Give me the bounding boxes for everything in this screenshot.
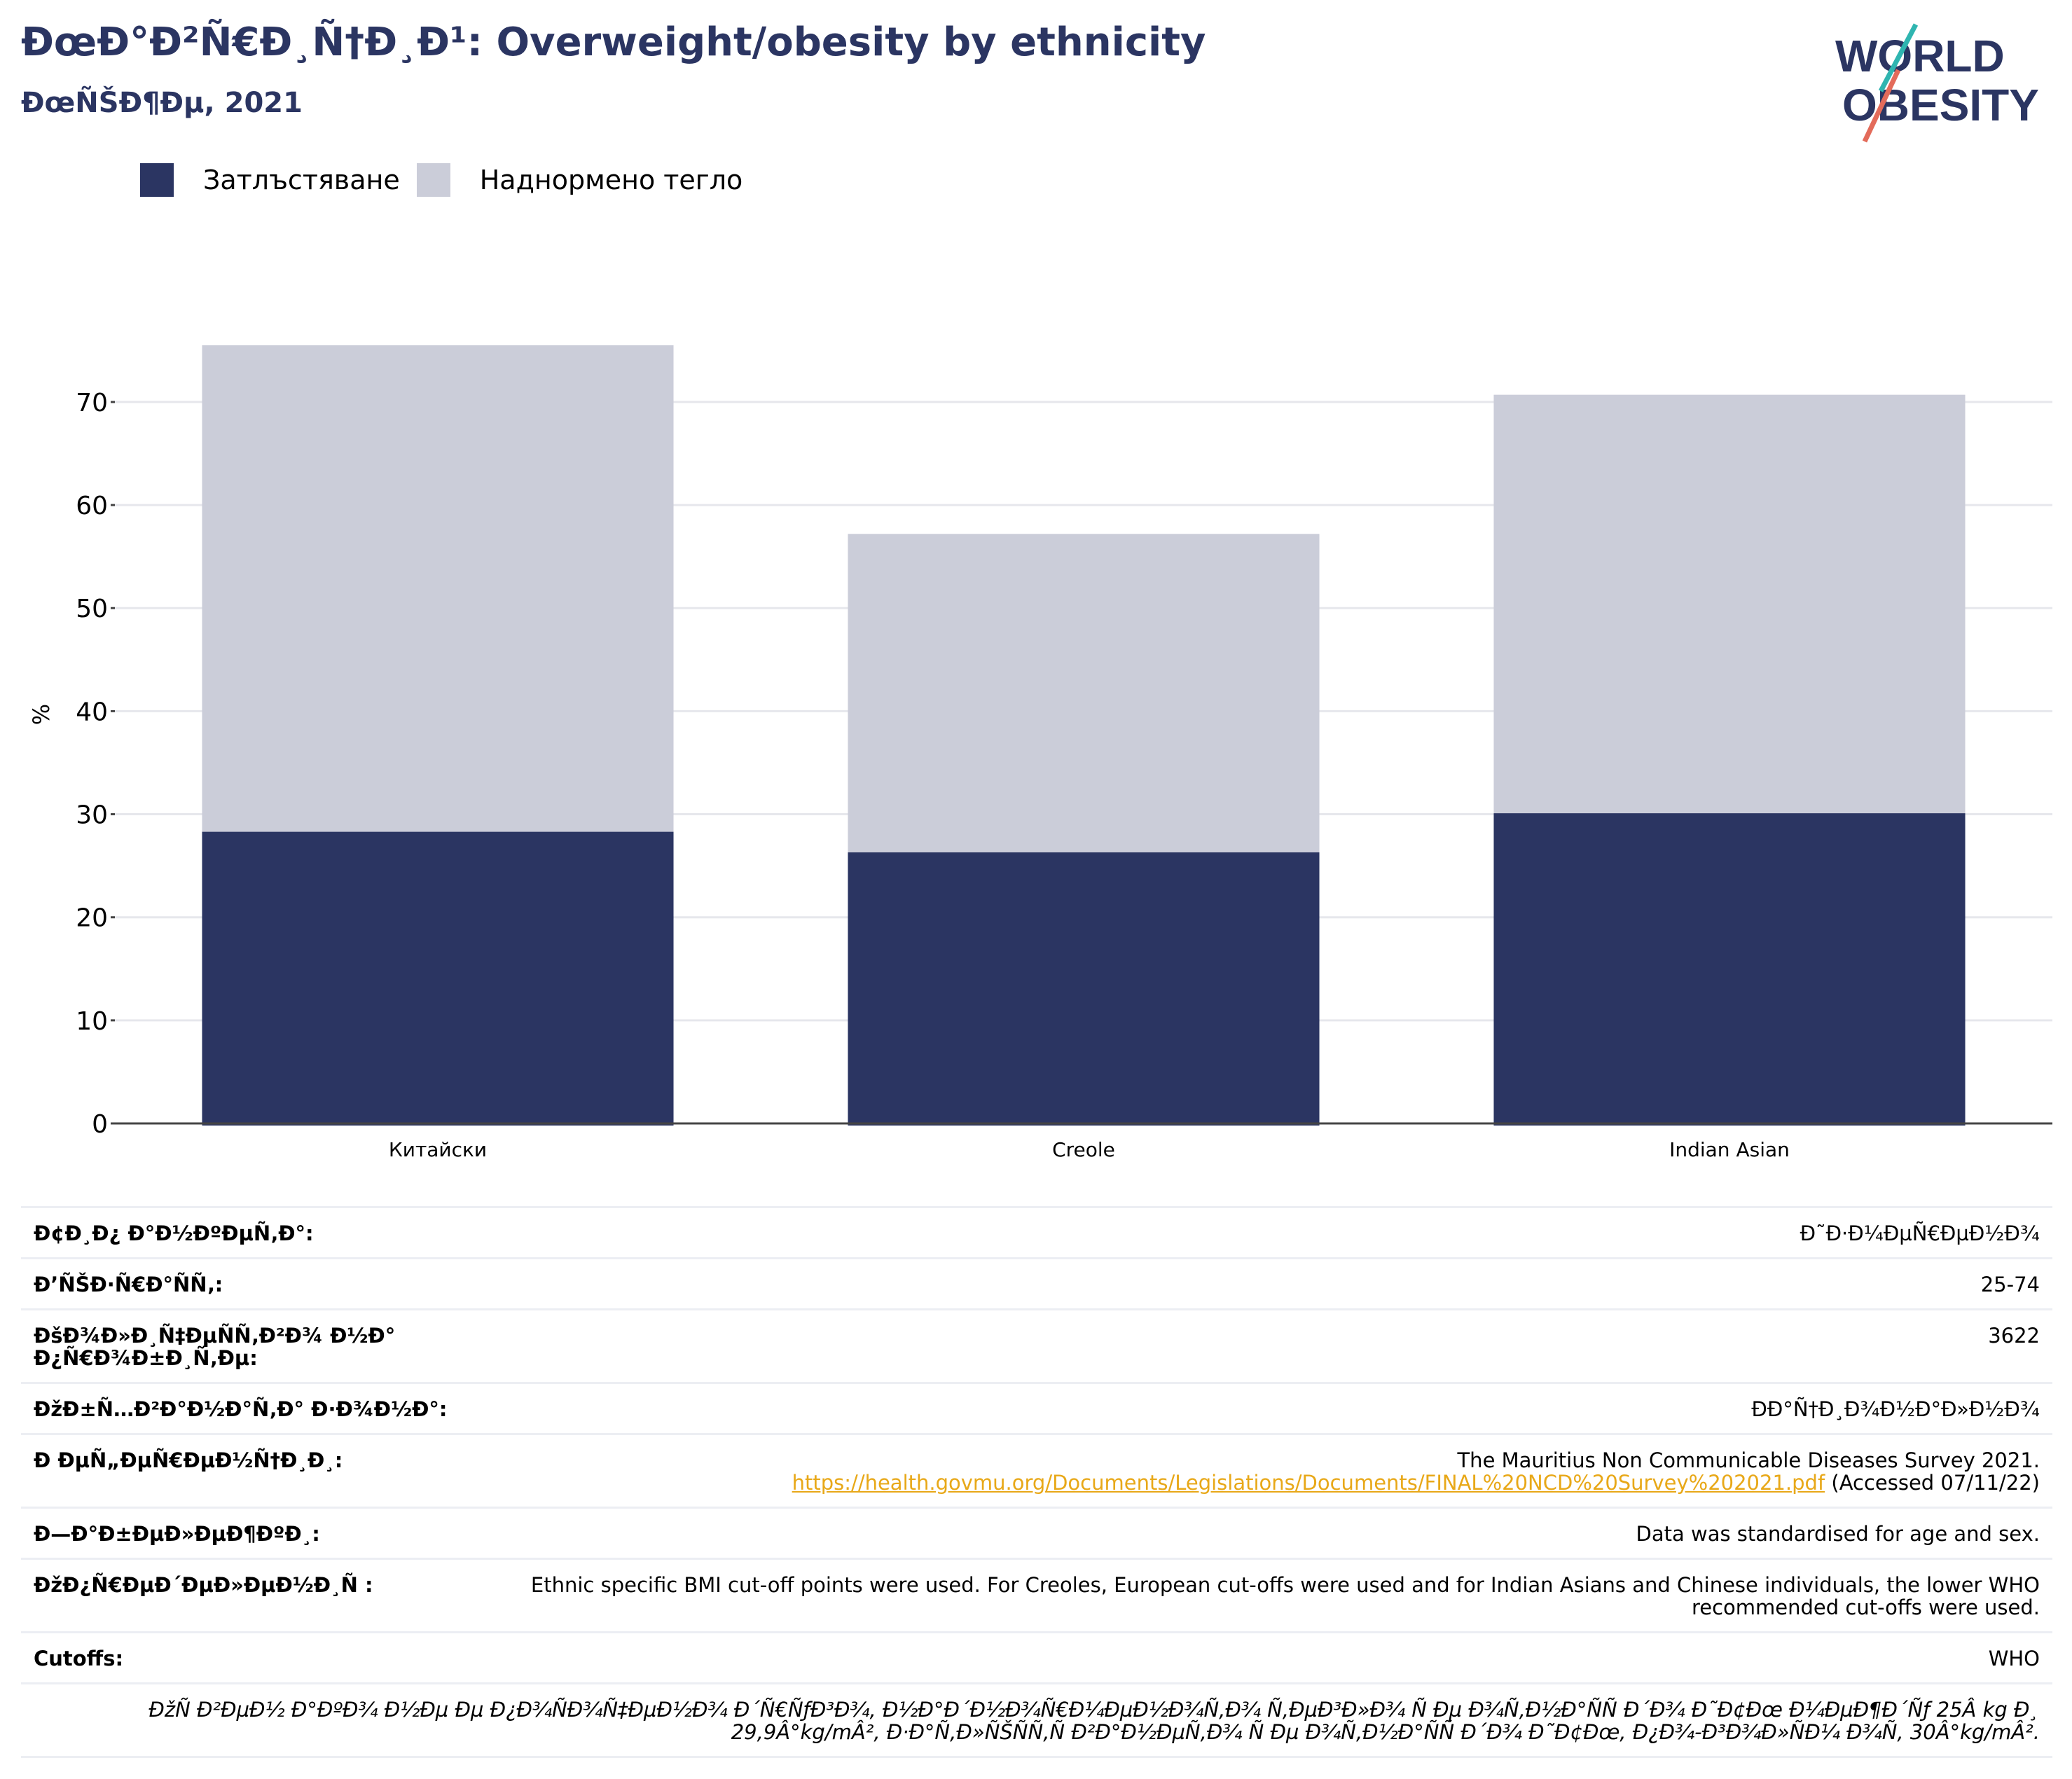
meta-footnote: ÐžÑ Ð²ÐµÐ½ Ð°ÐºÐ¾ Ð½Ðµ Ðµ Ð¿Ð¾ÑÐ¾Ñ‡ÐµÐ½Ð… [21,1684,2052,1758]
meta-key: Ð—Ð°Ð±ÐµÐ»ÐµÐ¶ÐºÐ¸: [34,1522,320,1546]
y-tick-label: 40 [76,698,108,726]
meta-key: Ð¢Ð¸Ð¿ Ð°Ð½ÐºÐµÑ‚Ð°: [34,1221,314,1245]
meta-row: ÐšÐ¾Ð»Ð¸Ñ‡ÐµÑÑ‚Ð²Ð¾ Ð½Ð° Ð¿Ñ€Ð¾Ð±Ð¸Ñ‚Ðµ:… [21,1310,2052,1384]
meta-key: Ð’ÑŠÐ·Ñ€Ð°ÑÑ‚: [34,1273,223,1296]
legend-item-overweight: Наднормено тегло [416,163,743,197]
chart-title: ÐœÐ°Ð²Ñ€Ð¸Ñ†Ð¸Ð¹: Overweight/obesity by … [21,20,1206,65]
x-category-label: Китайски [389,1138,487,1161]
legend-swatch-obesity [140,163,174,197]
legend: Затлъстяване Наднормено тегло [140,162,759,198]
y-axis-label: % [28,704,55,725]
meta-row: Ð—Ð°Ð±ÐµÐ»ÐµÐ¶ÐºÐ¸: Data was standardised… [21,1509,2052,1560]
meta-value: 25-74 [1980,1273,2040,1296]
bar-obesity[interactable] [1493,813,1966,1126]
meta-key: ÐžÐ±Ñ…Ð²Ð°Ð½Ð°Ñ‚Ð° Ð·Ð¾Ð½Ð°: [34,1397,448,1421]
y-tick-label: 60 [76,492,108,520]
bar-obesity[interactable] [848,852,1320,1126]
logo-red-stroke [1862,69,1901,143]
meta-row: ÐžÐ±Ñ…Ð²Ð°Ð½Ð°Ñ‚Ð° Ð·Ð¾Ð½Ð°: ÐÐ°Ñ†Ð¸Ð¾Ð½Ð… [21,1384,2052,1435]
meta-value: The Mauritius Non Communicable Diseases … [468,1449,2040,1494]
legend-swatch-overweight [416,163,450,197]
meta-row: Ð’ÑŠÐ·Ñ€Ð°ÑÑ‚: 25-74 [21,1259,2052,1310]
y-tick-label: 50 [76,595,108,623]
x-category-label: Indian Asian [1669,1138,1790,1161]
reference-accessed: (Accessed 07/11/22) [1831,1471,2040,1495]
bar-overweight[interactable] [202,345,674,832]
meta-key: Cutoffs: [34,1647,124,1670]
logo-word-world: WORLD [1835,31,2005,81]
bar-overweight[interactable] [1493,394,1966,814]
meta-value: WHO [1988,1647,2040,1670]
x-category-label: Creole [1052,1138,1115,1161]
meta-row: Ð¢Ð¸Ð¿ Ð°Ð½ÐºÐµÑ‚Ð°: Ð˜Ð·Ð¼ÐµÑ€ÐµÐ½Ð¾ [21,1208,2052,1259]
y-tick-label: 20 [76,904,108,933]
bar-chart: 0 10 20 30 40 50 60 70 Китайски Creole Indian Asi… [28,345,2052,1161]
chart-subtitle: ÐœÑŠÐ¶Ðµ, 2021 [21,87,303,119]
bar-overweight[interactable] [848,534,1320,852]
reference-link[interactable]: https://health.govmu.org/Documents/Legis… [792,1471,1825,1495]
category-labels: Китайски Creole Indian Asian [389,1138,1790,1161]
y-tick-label: 30 [76,801,108,830]
logo-teal-stroke [1878,23,1919,92]
reference-text: The Mauritius Non Communicable Diseases … [1457,1448,2040,1472]
meta-value: ÐÐ°Ñ†Ð¸Ð¾Ð½Ð°Ð»Ð½Ð¾ [1751,1397,2040,1421]
bar-obesity[interactable] [202,831,674,1126]
meta-value: Data was standardised for age and sex. [1636,1522,2040,1546]
legend-label-obesity: Затлъстяване [203,165,400,195]
meta-key: Ð ÐµÑ„ÐµÑ€ÐµÐ½Ñ†Ð¸Ð¸: [34,1448,343,1472]
y-tick-labels: 0 10 20 30 40 50 60 70 [76,389,115,1139]
meta-value: 3622 [1988,1324,2040,1348]
legend-label-overweight: Наднормено тегло [479,165,743,195]
legend-item-obesity: Затлъстяване [140,163,400,197]
meta-row: ÐžÐ¿Ñ€ÐµÐ´ÐµÐ»ÐµÐ½Ð¸Ñ : Ethnic specific B… [21,1560,2052,1633]
bars [202,345,1966,1126]
meta-row: Cutoffs: WHO [21,1633,2052,1684]
meta-key: ÐšÐ¾Ð»Ð¸Ñ‡ÐµÑÑ‚Ð²Ð¾ Ð½Ð° Ð¿Ñ€Ð¾Ð±Ð¸Ñ‚Ðµ: [34,1324,396,1370]
y-tick-label: 0 [92,1110,108,1139]
y-tick-label: 70 [76,389,108,417]
y-tick-label: 10 [76,1007,108,1036]
metadata-table: Ð¢Ð¸Ð¿ Ð°Ð½ÐºÐµÑ‚Ð°: Ð˜Ð·Ð¼ÐµÑ€ÐµÐ½Ð¾ Ð’ÑŠ… [21,1206,2052,1758]
meta-key: ÐžÐ¿Ñ€ÐµÐ´ÐµÐ»ÐµÐ½Ð¸Ñ : [34,1573,373,1597]
meta-value: Ð˜Ð·Ð¼ÐµÑ€ÐµÐ½Ð¾ [1800,1221,2040,1245]
meta-value: Ethnic specific BMI cut-off points were … [530,1573,2040,1619]
meta-row-reference: Ð ÐµÑ„ÐµÑ€ÐµÐ½Ñ†Ð¸Ð¸: The Mauritius Non … [21,1435,2052,1509]
world-obesity-logo: WORLD OBESITY [1835,23,2039,143]
